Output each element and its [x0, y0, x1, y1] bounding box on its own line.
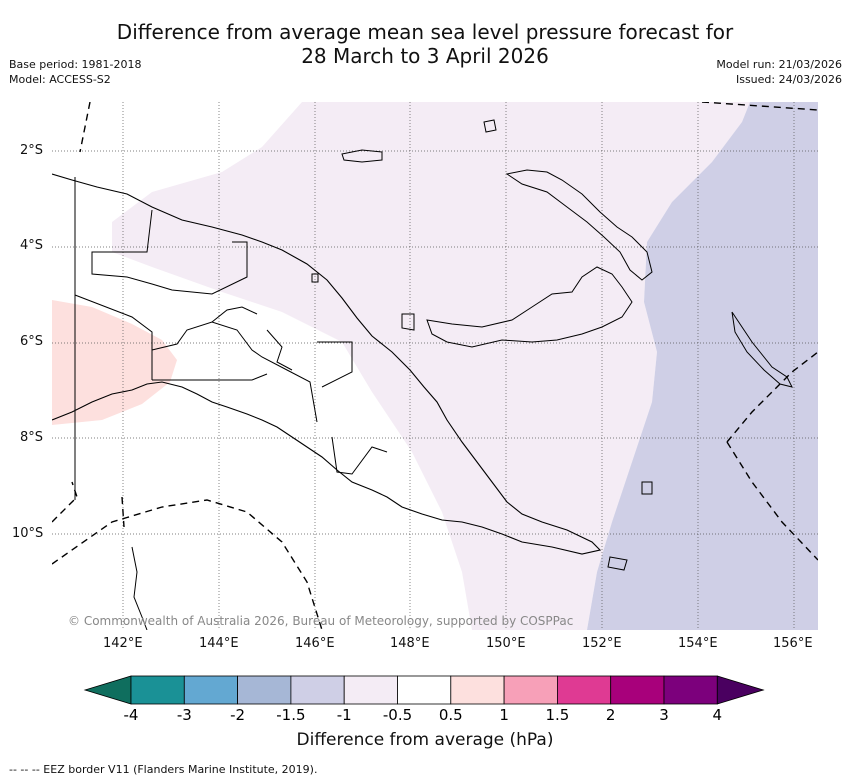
colorbar-swatch [610, 675, 665, 705]
meta-left: Base period: 1981-2018 Model: ACCESS-S2 [9, 57, 141, 87]
colorbar-tick-label: -1 [337, 706, 352, 724]
new-ireland-island [505, 169, 653, 281]
lon-label-152e: 152°E [582, 636, 622, 651]
colorbar-swatches [83, 675, 765, 705]
colorbar-tick-label: 2 [606, 706, 616, 724]
lat-label-8s: 8°S [20, 430, 44, 445]
colorbar-tick-label: -0.5 [383, 706, 412, 724]
lon-label-150e: 150°E [486, 636, 526, 651]
light-lavender-region [112, 102, 750, 630]
lon-label-148e: 148°E [390, 636, 430, 651]
colorbar-swatch [450, 675, 505, 705]
colorbar-tick-label: 3 [659, 706, 669, 724]
lat-label-10s: 10°S [12, 526, 44, 541]
lon-label-156e: 156°E [773, 636, 813, 651]
colorbar-title: Difference from average (hPa) [296, 730, 554, 750]
colorbar: -4 -3 -2 -1.5 -1 -0.5 0.5 1 1.5 2 3 4 [83, 675, 765, 724]
colorbar-swatch [397, 675, 452, 705]
pressure-anomaly-map [52, 102, 818, 630]
colorbar-labels: -4 -3 -2 -1.5 -1 -0.5 0.5 1 1.5 2 3 4 [124, 706, 723, 724]
manus-island [341, 149, 383, 163]
copyright-credit: © Commonwealth of Australia 2026, Bureau… [68, 614, 574, 628]
colorbar-tick-label: 1.5 [545, 706, 569, 724]
lon-label-142e: 142°E [103, 636, 143, 651]
colorbar-swatch [290, 675, 345, 705]
colorbar-swatch [237, 675, 292, 705]
title-line-1: Difference from average mean sea level p… [116, 20, 734, 44]
province-borders [74, 177, 388, 500]
blue-lavender-region [587, 102, 818, 630]
lat-label-2s: 2°S [20, 143, 44, 158]
colorbar-swatch [556, 675, 612, 705]
colorbar-tick-label: 1 [499, 706, 509, 724]
eez-borders [52, 102, 818, 630]
new-britain-island [426, 266, 633, 348]
colorbar-extend-low [83, 675, 132, 705]
new-guinea-coastline [52, 173, 602, 555]
small-islands [311, 119, 793, 571]
map-title: Difference from average mean sea level p… [0, 20, 850, 68]
issued-date: Issued: 24/03/2026 [735, 73, 842, 86]
colorbar-tick-label: 0.5 [439, 706, 463, 724]
meta-right: Model run: 21/03/2026 Issued: 24/03/2026 [716, 57, 842, 87]
lon-label-144e: 144°E [199, 636, 239, 651]
lat-label-4s: 4°S [20, 238, 44, 253]
colorbar-tick-label: -3 [177, 706, 192, 724]
colorbar-swatch [503, 675, 558, 705]
colorbar-tick-label: -1.5 [276, 706, 305, 724]
title-line-2: 28 March to 3 April 2026 [301, 44, 549, 68]
lon-label-154e: 154°E [678, 636, 718, 651]
colorbar-tick-label: 4 [713, 706, 723, 724]
eez-legend-note: -- -- -- EEZ border V11 (Flanders Marine… [9, 763, 318, 776]
graticule [52, 102, 818, 630]
lon-label-146e: 146°E [295, 636, 335, 651]
colorbar-swatch [183, 675, 239, 705]
lat-label-6s: 6°S [20, 334, 44, 349]
base-period: Base period: 1981-2018 [9, 58, 142, 71]
model-run: Model run: 21/03/2026 [716, 58, 842, 71]
model-name: Model: ACCESS-S2 [9, 73, 111, 86]
colorbar-extend-high [716, 675, 765, 705]
cape-york-coastline [131, 546, 148, 630]
colorbar-swatch [343, 675, 398, 705]
pink-region [52, 300, 177, 425]
colorbar-swatch [130, 675, 185, 705]
colorbar-tick-label: -4 [124, 706, 139, 724]
colorbar-tick-label: -2 [230, 706, 245, 724]
colorbar-swatch [663, 675, 718, 705]
